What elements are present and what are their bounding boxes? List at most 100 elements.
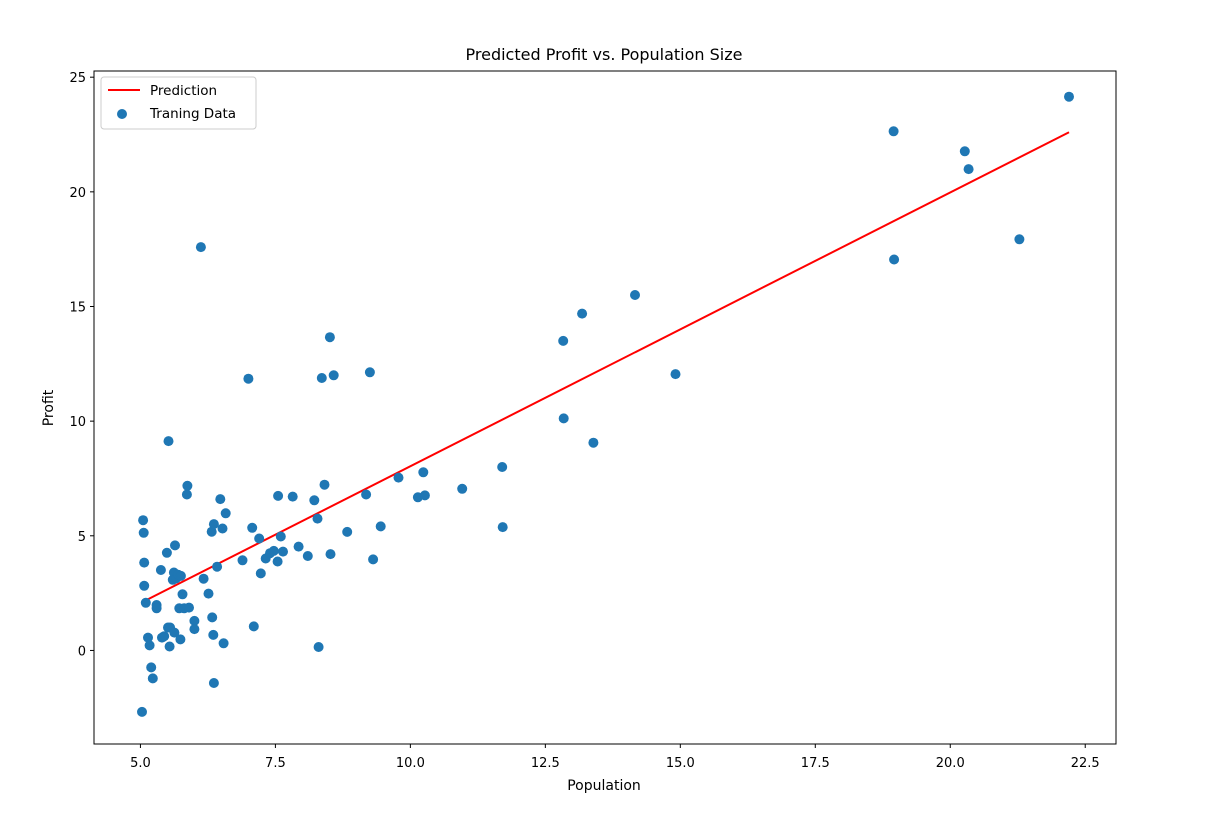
x-tick-label: 12.5 <box>531 756 560 771</box>
data-point <box>375 521 386 532</box>
data-point <box>184 602 194 613</box>
x-tick-label: 7.5 <box>265 756 286 771</box>
data-point <box>268 545 279 556</box>
data-point <box>418 467 429 478</box>
data-point <box>208 519 219 530</box>
data-point <box>959 146 970 157</box>
data-point <box>254 533 265 544</box>
data-point <box>182 480 193 491</box>
data-point <box>220 508 231 519</box>
data-point <box>368 554 379 565</box>
data-point <box>889 254 900 265</box>
data-point <box>325 549 336 560</box>
data-point <box>670 369 681 380</box>
data-point <box>309 495 320 506</box>
data-point <box>163 436 174 447</box>
x-tick-label: 10.0 <box>396 756 425 771</box>
data-point <box>497 522 508 533</box>
chart-title: Predicted Profit vs. Population Size <box>466 45 743 64</box>
y-tick-label: 5 <box>78 530 86 545</box>
data-point <box>248 621 259 632</box>
data-point <box>255 568 266 579</box>
data-point <box>161 547 172 558</box>
data-point <box>155 565 166 575</box>
x-tick-label: 15.0 <box>666 756 695 771</box>
y-tick-label: 10 <box>69 415 86 430</box>
y-axis: 0 5 10 15 20 25 <box>69 71 94 659</box>
data-point <box>278 546 288 557</box>
y-axis-label: Profit <box>41 389 57 426</box>
data-point <box>206 526 217 537</box>
data-point <box>316 373 327 383</box>
data-point <box>1064 91 1074 102</box>
data-point <box>247 522 258 533</box>
data-point <box>143 632 153 643</box>
data-point <box>328 370 339 381</box>
data-point <box>139 557 150 568</box>
data-point <box>630 290 640 300</box>
data-point <box>151 603 162 614</box>
data-point <box>558 335 569 346</box>
data-point <box>169 627 180 638</box>
data-point <box>361 489 372 500</box>
plot-area <box>137 91 1074 717</box>
y-tick-label: 15 <box>69 300 86 315</box>
data-point <box>195 242 206 253</box>
data-point <box>147 673 158 684</box>
data-point <box>181 489 192 500</box>
data-point <box>189 624 200 635</box>
data-point <box>144 640 155 651</box>
data-point <box>215 494 226 505</box>
data-point <box>177 589 188 600</box>
data-point <box>198 573 209 584</box>
data-point <box>217 523 228 534</box>
data-point <box>138 515 149 526</box>
data-point <box>275 531 286 542</box>
data-point <box>313 642 324 652</box>
x-axis-label: Population <box>567 778 641 794</box>
axes-frame <box>93 70 1117 745</box>
data-point <box>457 483 468 494</box>
data-point <box>137 706 147 717</box>
data-point <box>342 526 353 537</box>
x-tick-label: 20.0 <box>936 756 965 771</box>
data-point <box>146 662 157 673</box>
data-point <box>212 561 223 572</box>
data-point <box>140 597 151 608</box>
data-point <box>164 641 175 652</box>
data-point <box>237 555 248 566</box>
data-point <box>302 551 313 561</box>
data-point <box>497 462 508 472</box>
data-point <box>419 490 430 501</box>
data-point <box>588 437 599 448</box>
data-point <box>273 490 284 501</box>
data-point <box>1014 234 1025 245</box>
data-point <box>293 541 304 552</box>
legend: Prediction Traning Data <box>100 76 257 130</box>
data-point <box>577 308 588 319</box>
data-point <box>558 413 569 424</box>
data-point <box>203 588 214 599</box>
data-point <box>218 638 229 649</box>
data-point <box>963 164 974 175</box>
data-point <box>175 570 186 581</box>
legend-marker-swatch <box>117 109 127 119</box>
data-point <box>319 479 330 490</box>
data-point <box>159 631 170 642</box>
x-tick-label: 17.5 <box>801 756 830 771</box>
x-tick-label: 22.5 <box>1071 756 1100 771</box>
data-point <box>312 513 323 524</box>
data-point <box>208 629 219 640</box>
data-point <box>170 540 180 551</box>
y-tick-label: 25 <box>69 71 86 86</box>
data-point <box>888 126 899 137</box>
data-point <box>139 580 150 591</box>
data-point <box>272 556 283 567</box>
x-tick-label: 5.0 <box>130 756 151 771</box>
data-point <box>207 612 218 623</box>
prediction-line <box>141 131 1070 604</box>
data-point <box>189 615 200 626</box>
